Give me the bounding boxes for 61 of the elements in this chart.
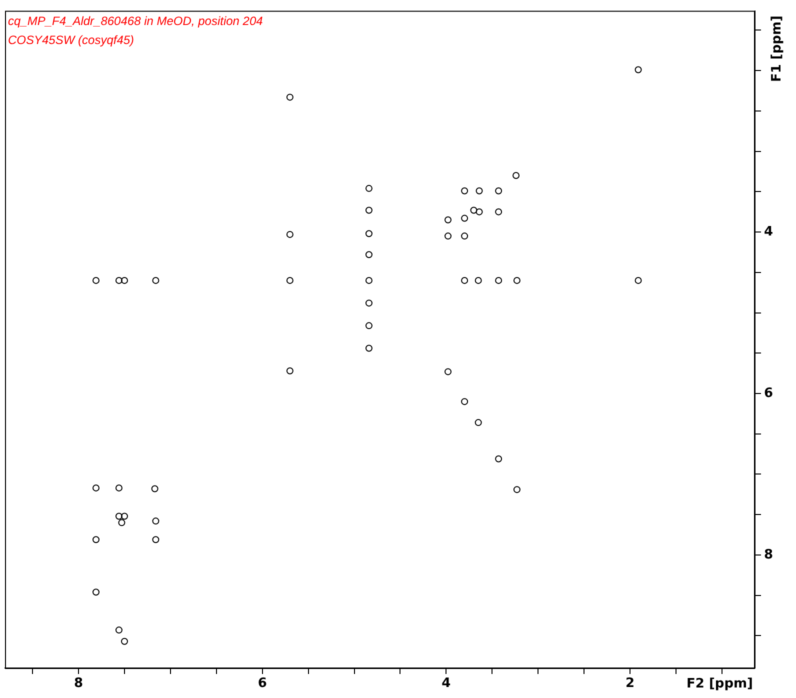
- point: [476, 208, 483, 216]
- point: [461, 187, 468, 194]
- point: [513, 276, 520, 284]
- point: [461, 214, 468, 222]
- y-axis-title: F1 [ppm]: [769, 16, 784, 82]
- x-tick-label: 6: [258, 676, 267, 692]
- point: [474, 276, 482, 284]
- point: [286, 94, 294, 101]
- point: [115, 626, 122, 634]
- point: [476, 187, 483, 194]
- x-tick-label: 4: [442, 676, 451, 692]
- point: [470, 206, 478, 214]
- point: [474, 419, 482, 426]
- point: [461, 398, 468, 406]
- point: [286, 276, 294, 284]
- point: [365, 206, 372, 214]
- point: [495, 276, 502, 284]
- point: [152, 518, 160, 525]
- point: [461, 232, 468, 240]
- point: [365, 344, 372, 352]
- point: [365, 276, 372, 284]
- point: [92, 588, 100, 596]
- point: [151, 485, 158, 492]
- point: [92, 536, 100, 544]
- x-tick-label: 2: [625, 676, 635, 692]
- point: [115, 512, 122, 520]
- point: [513, 486, 520, 494]
- point: [365, 230, 372, 238]
- point: [152, 276, 160, 284]
- point: [634, 66, 642, 74]
- y-tick-label: 6: [764, 386, 774, 401]
- point: [634, 276, 642, 284]
- point: [461, 276, 468, 284]
- point: [365, 184, 372, 192]
- point: [444, 216, 452, 224]
- point: [444, 232, 452, 240]
- point: [365, 300, 372, 307]
- x-tick-label: 8: [74, 676, 84, 692]
- point: [92, 484, 100, 492]
- point: [120, 638, 128, 645]
- x-axis-title: F2 [ppm]: [686, 676, 753, 692]
- point: [152, 536, 160, 544]
- point: [92, 276, 100, 284]
- point: [115, 484, 122, 492]
- point: [120, 512, 128, 520]
- point: [444, 368, 452, 376]
- point: [286, 367, 294, 374]
- text: COSY45SW (cosyqf45): [8, 32, 134, 47]
- point: [495, 208, 502, 216]
- point: [286, 230, 294, 238]
- point: [120, 276, 128, 284]
- y-tick-label: 8: [764, 547, 774, 562]
- point: [495, 187, 502, 194]
- point: [365, 322, 372, 330]
- point: [495, 455, 502, 462]
- point: [118, 519, 126, 526]
- point: [512, 172, 520, 180]
- y-tick-label: 4: [764, 224, 774, 240]
- chart-title: cq_MP_F4_Aldr_860468 in MeOD, position 204: [8, 14, 264, 28]
- point: [365, 251, 372, 258]
- point: [115, 276, 122, 284]
